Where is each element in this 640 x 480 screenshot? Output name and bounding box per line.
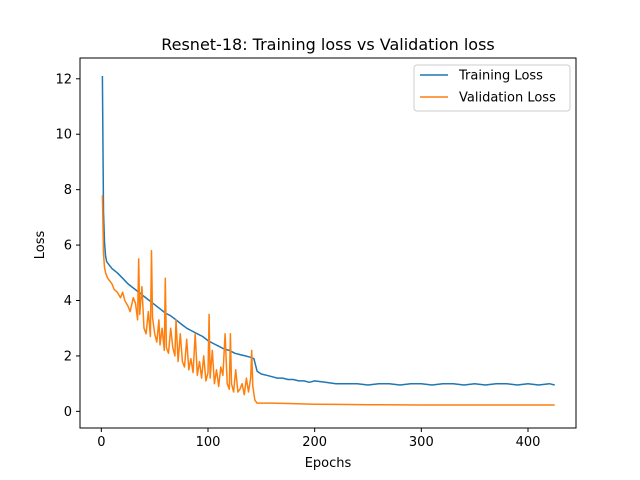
y-tick-label: 8 xyxy=(64,183,72,198)
y-axis-label: Loss xyxy=(33,231,48,260)
legend-label: Validation Loss xyxy=(459,91,556,106)
plot-area xyxy=(79,57,577,429)
y-tick-label: 4 xyxy=(64,294,72,309)
x-tick-label: 200 xyxy=(302,435,327,450)
legend: Training Loss Validation Loss xyxy=(413,64,571,112)
y-axis-ticks: 0 2 4 6 8 10 12 xyxy=(55,72,80,420)
series-line-training-loss xyxy=(101,75,555,386)
y-tick-label: 6 xyxy=(64,239,72,254)
plot-frame xyxy=(79,57,577,429)
y-tick-label: 2 xyxy=(64,349,72,364)
legend-box xyxy=(413,64,571,112)
y-tick-label: 0 xyxy=(64,405,72,420)
x-tick-label: 300 xyxy=(409,435,434,450)
y-tick-label: 10 xyxy=(55,128,72,143)
x-tick-label: 400 xyxy=(516,435,541,450)
x-axis-ticks: 0 100 200 300 400 xyxy=(97,428,540,450)
chart-title: Resnet-18: Training loss vs Validation l… xyxy=(161,35,495,54)
legend-label: Training Loss xyxy=(458,69,543,84)
x-tick-label: 100 xyxy=(196,435,221,450)
x-axis-label: Epochs xyxy=(305,456,352,471)
x-tick-label: 0 xyxy=(97,435,105,450)
y-tick-label: 12 xyxy=(55,72,72,87)
series-line-validation-loss xyxy=(101,195,555,406)
